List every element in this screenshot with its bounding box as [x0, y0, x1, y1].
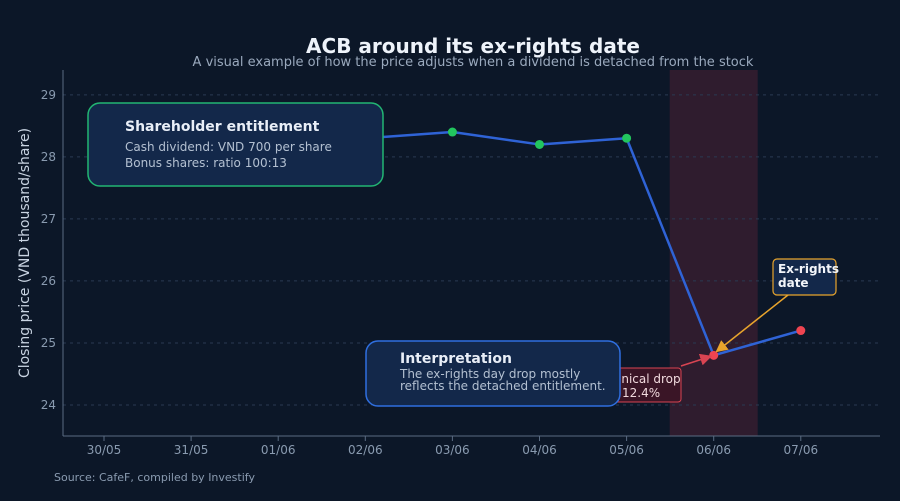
chart-title: ACB around its ex-rights date [306, 34, 640, 58]
post-rights-point [796, 326, 806, 336]
entitlement-line-1: Cash dividend: VND 700 per share [125, 140, 332, 154]
y-tick-label: 25 [41, 336, 56, 350]
y-tick-label: 28 [41, 150, 56, 164]
post-rights-point [709, 350, 719, 360]
annotation-arrows [680, 294, 789, 367]
entitlement-line-2: Bonus shares: ratio 100:13 [125, 156, 287, 170]
ex-rights-band-layer [669, 70, 758, 436]
exrights-arrow [715, 294, 789, 353]
x-tick-label: 31/05 [174, 443, 209, 457]
entitlement-box [87, 102, 384, 187]
interpretation-annotation: Interpretation The ex-rights day drop mo… [365, 340, 621, 407]
interpretation-box [365, 340, 621, 407]
chart-subtitle: A visual example of how the price adjust… [193, 55, 754, 70]
interpretation-line-2: reflects the detached entitlement. [400, 379, 606, 393]
axis-layer: 24 25 26 27 28 29 30/05 31/05 01/06 02/06 03/06 04/… [41, 70, 880, 457]
source-note: Source: CafeF, compiled by Investify [54, 471, 255, 484]
pre-rights-point [447, 127, 457, 137]
y-axis-label: Closing price (VND thousand/share) [17, 128, 33, 378]
exrights-box [772, 258, 837, 296]
pre-rights-point [535, 139, 544, 149]
pre-rights-point [622, 133, 632, 143]
y-tick-label: 27 [41, 212, 56, 226]
drop-line-2: 12.4% [622, 386, 660, 400]
x-tick-label: 06/06 [696, 443, 731, 457]
drop-line-1: anical drop [614, 372, 681, 386]
entitlement-annotation: Shareholder entitlement Cash dividend: V… [87, 102, 384, 187]
ex-rights-band [669, 70, 758, 436]
exrights-annotation: Ex-rights date [772, 258, 839, 296]
exrights-line-2: date [778, 276, 809, 290]
y-tick-label: 29 [41, 88, 56, 102]
x-tick-label: 02/06 [348, 443, 383, 457]
x-tick-label: 01/06 [261, 443, 296, 457]
x-tick-label: 04/06 [522, 443, 557, 457]
x-tick-label: 03/06 [435, 443, 470, 457]
interpretation-title: Interpretation [400, 351, 512, 367]
x-tick-label: 30/05 [87, 443, 122, 457]
exrights-line-1: Ex-rights [778, 262, 839, 276]
x-tick-label: 07/06 [784, 443, 819, 457]
entitlement-title: Shareholder entitlement [125, 119, 320, 135]
y-tick-label: 24 [41, 398, 56, 412]
y-tick-label: 26 [41, 274, 56, 288]
x-tick-label: 05/06 [609, 443, 644, 457]
drop-arrow [680, 353, 713, 367]
interpretation-line-1: The ex-rights day drop mostly [399, 367, 580, 381]
